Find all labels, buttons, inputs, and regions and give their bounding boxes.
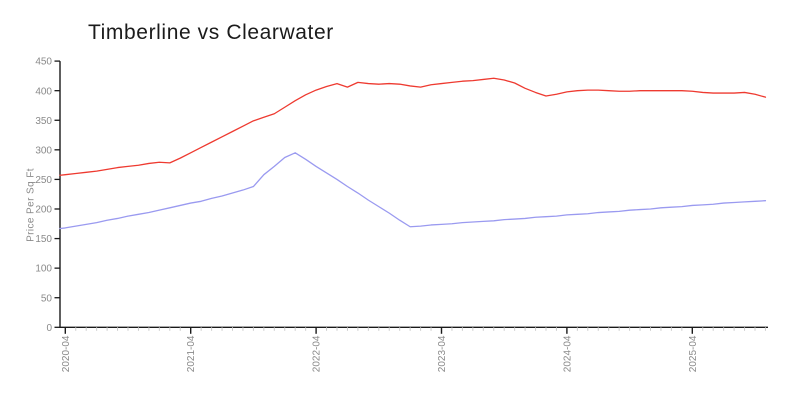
- x-tick-label: 2022-04: [312, 335, 323, 372]
- y-tick-label: 50: [41, 293, 53, 304]
- y-tick-label: 300: [35, 145, 52, 156]
- y-tick-label: 100: [35, 264, 52, 275]
- x-tick-label: 2020-04: [61, 335, 72, 372]
- timberline-line: [59, 77, 767, 177]
- x-tick-label: 2021-04: [186, 335, 197, 372]
- clearwater-line: [59, 152, 767, 230]
- y-tick-label: 150: [35, 234, 52, 245]
- chart-title: Timberline vs Clearwater: [88, 21, 334, 44]
- y-tick-label: 0: [46, 323, 52, 334]
- x-tick-label: 2024-04: [562, 335, 573, 372]
- y-tick-label: 450: [35, 57, 52, 68]
- x-tick-label: 2023-04: [437, 335, 448, 372]
- y-tick-label: 250: [35, 175, 52, 186]
- y-tick-label: 350: [35, 116, 52, 127]
- y-tick-label: 200: [35, 205, 52, 216]
- x-tick-label: 2025-04: [688, 335, 699, 372]
- y-tick-label: 400: [35, 86, 52, 97]
